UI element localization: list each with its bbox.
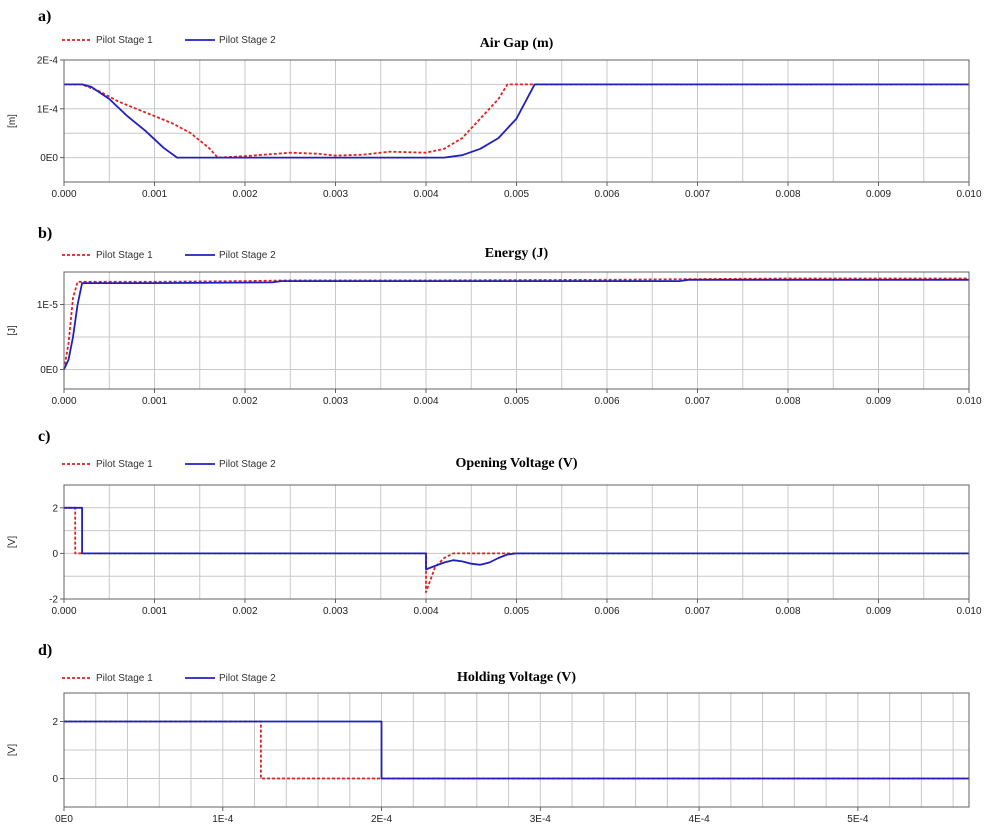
legend-label: Pilot Stage 2 (219, 35, 276, 46)
plot-frame (63, 692, 970, 808)
legend-label: Pilot Stage 1 (96, 250, 153, 261)
x-tick-label: 0.005 (504, 396, 529, 407)
y-axis-label: [m] (7, 114, 18, 128)
panel-letter: d) (38, 642, 52, 659)
x-tick-label: 0.000 (51, 189, 76, 200)
grid (64, 60, 969, 182)
x-tick-label: 0.001 (142, 189, 167, 200)
chart-title: Holding Voltage (V) (457, 670, 576, 685)
legend-label: Pilot Stage 1 (96, 673, 153, 684)
y-tick-label: 2 (52, 717, 58, 728)
x-tick-label: 0.010 (956, 606, 981, 617)
chart-panel-b: b) 0.000 0.001 0.002 0.003 0.004 0.005 0.006 0.0… (7, 225, 982, 407)
y-tick-label: 1E-5 (37, 300, 59, 311)
y-tick-label: 0E0 (40, 365, 58, 376)
chart-title: Energy (J) (485, 246, 549, 261)
x-tick-label: 0.009 (866, 606, 891, 617)
y-axis-label: [V] (7, 744, 18, 756)
x-tick-label: 0.010 (956, 189, 981, 200)
x-tick-label: 0.000 (51, 396, 76, 407)
y-axis-label: [J] (7, 325, 18, 336)
series-line-pilot-stage-2 (64, 83, 969, 159)
y-tick-label: -2 (49, 595, 58, 606)
panel-letter: a) (38, 8, 51, 25)
legend: Pilot Stage 1 Pilot Stage 2 (62, 459, 276, 470)
x-tick-label: 0.010 (956, 396, 981, 407)
chart-panel-d: d) 0E0 1E-4 2E-4 3E-4 4E-4 5E-4 0 2 [V] Holding Vo… (7, 642, 970, 825)
legend-label: Pilot Stage 2 (219, 459, 276, 470)
x-tick-label: 0.002 (232, 396, 257, 407)
chart-panel-a: a) 0.000 0.001 0.002 0.003 0.004 0.005 0.006 0.0… (7, 8, 982, 200)
x-tick-label: 0.006 (594, 606, 619, 617)
x-tick-label: 0.007 (685, 396, 710, 407)
x-tick-label: 3E-4 (530, 814, 552, 825)
x-tick-label: 5E-4 (847, 814, 869, 825)
x-tick-label: 1E-4 (212, 814, 234, 825)
y-axis-label: [V] (7, 536, 18, 548)
x-tick-label: 0.003 (323, 189, 348, 200)
panel-letter: b) (38, 225, 52, 242)
legend: Pilot Stage 1 Pilot Stage 2 (62, 250, 276, 261)
legend: Pilot Stage 1 Pilot Stage 2 (62, 673, 276, 684)
x-tick-label: 0.004 (413, 396, 438, 407)
series-line-pilot-stage-2 (64, 506, 969, 571)
legend-label: Pilot Stage 1 (96, 35, 153, 46)
x-tick-label: 0E0 (55, 814, 73, 825)
x-tick-label: 0.009 (866, 189, 891, 200)
x-tick-label: 0.008 (775, 396, 800, 407)
x-tick-label: 0.007 (685, 606, 710, 617)
x-tick-label: 0.005 (504, 606, 529, 617)
x-tick-label: 0.005 (504, 189, 529, 200)
y-tick-label: 0 (52, 549, 58, 560)
series-line-pilot-stage-2 (64, 720, 969, 780)
panel-letter: c) (38, 428, 50, 445)
legend-label: Pilot Stage 1 (96, 459, 153, 470)
series-line-pilot-stage-1 (64, 83, 969, 159)
chart-title: Opening Voltage (V) (455, 456, 577, 471)
chart-title: Air Gap (m) (480, 36, 554, 51)
y-tick-label: 1E-4 (37, 104, 59, 115)
x-tick-label: 0.003 (323, 606, 348, 617)
x-tick-label: 0.001 (142, 396, 167, 407)
grid (64, 272, 969, 389)
x-tick-label: 0.009 (866, 396, 891, 407)
x-tick-label: 0.000 (51, 606, 76, 617)
x-tick-label: 0.002 (232, 189, 257, 200)
legend-label: Pilot Stage 2 (219, 250, 276, 261)
x-tick-label: 4E-4 (689, 814, 711, 825)
x-tick-label: 0.008 (775, 606, 800, 617)
series-line-pilot-stage-2 (63, 278, 969, 370)
x-tick-label: 0.008 (775, 189, 800, 200)
x-tick-label: 0.007 (685, 189, 710, 200)
legend-label: Pilot Stage 2 (219, 673, 276, 684)
chart-panel-c: c) 0.000 0.001 0.002 0.003 0.004 0.005 0.006 0.0… (7, 428, 982, 617)
x-tick-label: 0.004 (413, 189, 438, 200)
y-tick-label: 0E0 (40, 153, 58, 164)
y-tick-label: 0 (52, 774, 58, 785)
x-tick-label: 0.006 (594, 189, 619, 200)
x-tick-label: 0.006 (594, 396, 619, 407)
x-tick-label: 0.004 (413, 606, 438, 617)
y-tick-label: 2E-4 (37, 56, 59, 67)
x-tick-label: 2E-4 (371, 814, 393, 825)
y-tick-label: 2 (52, 503, 58, 514)
x-tick-label: 0.001 (142, 606, 167, 617)
x-tick-label: 0.003 (323, 396, 348, 407)
series-line-pilot-stage-1 (63, 277, 969, 370)
grid (64, 485, 969, 599)
x-tick-label: 0.002 (232, 606, 257, 617)
legend: Pilot Stage 1 Pilot Stage 2 (62, 35, 276, 46)
